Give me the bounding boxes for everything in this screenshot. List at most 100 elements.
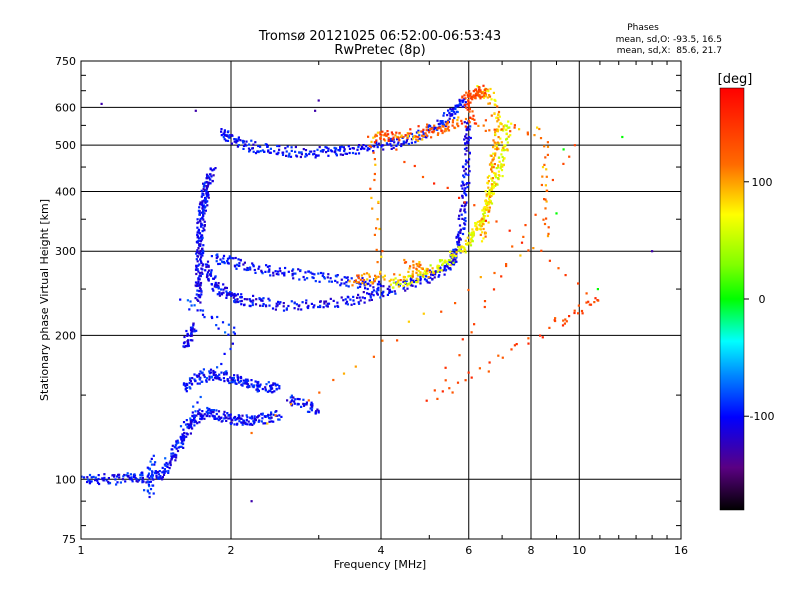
data-point [490, 168, 493, 171]
data-point [461, 338, 464, 341]
data-point [207, 176, 210, 179]
data-point [343, 282, 346, 285]
data-point [223, 373, 226, 376]
data-point [450, 261, 453, 264]
data-point [179, 298, 182, 301]
data-point [465, 141, 469, 144]
data-point [466, 126, 469, 129]
data-point [457, 231, 460, 234]
data-point [149, 460, 152, 463]
data-point [444, 379, 447, 382]
data-point [534, 213, 537, 216]
data-point [439, 120, 442, 123]
data-point [319, 300, 322, 303]
data-point [233, 264, 236, 267]
data-point [199, 274, 202, 277]
data-point [244, 143, 247, 146]
data-point [553, 319, 556, 322]
data-point [232, 296, 235, 299]
data-point [446, 114, 449, 117]
data-point [198, 243, 201, 246]
data-point [463, 121, 466, 124]
data-point [141, 471, 144, 474]
data-point [405, 279, 408, 282]
data-point [466, 102, 469, 105]
data-point [295, 155, 299, 158]
data-point [539, 334, 542, 337]
data-point [454, 302, 457, 305]
data-point [236, 379, 239, 382]
data-point [196, 382, 199, 385]
data-point [164, 464, 167, 467]
data-point [233, 380, 236, 383]
data-point [220, 420, 223, 423]
data-point [199, 281, 203, 285]
data-point [241, 384, 244, 387]
data-point [206, 274, 209, 277]
data-point [204, 200, 207, 204]
data-point [198, 278, 201, 281]
data-point [214, 281, 217, 284]
data-point [402, 135, 405, 139]
data-point [235, 418, 238, 421]
data-point [351, 147, 354, 150]
data-point [247, 147, 251, 150]
data-point [459, 103, 463, 106]
y-tick-label: 500 [55, 139, 76, 152]
data-point [327, 149, 330, 152]
data-point [105, 479, 108, 482]
data-point [200, 256, 203, 259]
data-point [335, 152, 338, 156]
data-point [351, 151, 355, 155]
data-point [199, 301, 202, 304]
data-point [449, 268, 452, 271]
data-point [261, 149, 264, 152]
data-point [490, 114, 493, 117]
data-point [222, 413, 225, 416]
data-point [226, 292, 229, 295]
data-point [209, 273, 212, 276]
data-point [163, 471, 166, 474]
data-point [184, 423, 188, 426]
data-point [546, 145, 550, 148]
data-point [328, 280, 331, 283]
data-point [526, 133, 529, 136]
data-point [357, 281, 360, 284]
data-point [248, 143, 251, 146]
data-point [497, 128, 500, 131]
data-point [217, 286, 220, 289]
data-point [107, 480, 110, 483]
data-point [379, 284, 383, 287]
data-point [203, 413, 206, 416]
data-point [463, 169, 466, 172]
data-point [212, 372, 215, 375]
data-point [480, 218, 483, 221]
data-point [486, 96, 489, 99]
data-point [190, 304, 193, 307]
data-point [293, 400, 296, 403]
data-point [190, 326, 194, 329]
data-point [83, 476, 86, 479]
data-point [269, 274, 272, 277]
data-point [486, 182, 490, 185]
data-point [468, 151, 471, 154]
data-point [364, 280, 367, 283]
data-point [224, 286, 227, 289]
data-point [252, 265, 255, 268]
data-point [242, 141, 245, 144]
data-point [361, 146, 364, 150]
data-point [197, 295, 200, 298]
data-point [410, 141, 413, 144]
data-point [474, 224, 477, 227]
data-point [290, 146, 293, 149]
data-point [486, 176, 489, 179]
data-point [199, 243, 202, 246]
data-point [468, 90, 471, 93]
data-point [478, 86, 481, 89]
data-point [347, 296, 350, 299]
data-point [107, 477, 110, 480]
data-point [457, 234, 460, 237]
data-point [402, 140, 405, 143]
data-point [269, 151, 272, 154]
data-point [327, 273, 330, 276]
